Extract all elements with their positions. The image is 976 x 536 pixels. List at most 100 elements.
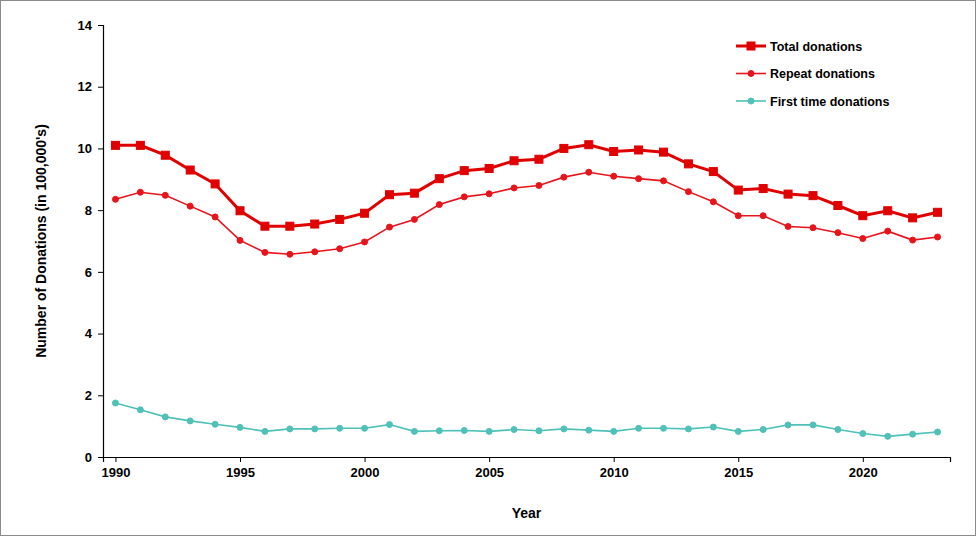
series-marker — [212, 421, 218, 427]
y-tick-label: 2 — [85, 388, 92, 403]
series-marker — [536, 428, 542, 434]
series-marker — [386, 422, 392, 428]
series-marker — [486, 428, 492, 434]
series-marker — [236, 207, 244, 215]
series-marker — [460, 167, 468, 175]
series-marker — [261, 222, 269, 230]
series-marker — [560, 144, 568, 152]
y-tick-label: 14 — [78, 18, 93, 33]
x-tick: 1995 — [226, 457, 255, 480]
series-marker — [734, 186, 742, 194]
y-tick-mark — [98, 87, 103, 88]
series-marker — [885, 228, 891, 234]
x-tick-mark — [365, 457, 366, 462]
y-tick-mark — [98, 148, 103, 149]
legend-marker — [748, 98, 754, 104]
series-marker — [785, 223, 791, 229]
series-marker — [585, 141, 593, 149]
y-tick-label: 10 — [78, 141, 92, 156]
y-tick-mark — [98, 395, 103, 396]
series-marker — [410, 189, 418, 197]
series-marker — [337, 425, 343, 431]
series-marker — [860, 431, 866, 437]
series-marker — [411, 428, 417, 434]
series-marker — [187, 203, 193, 209]
y-tick-label: 4 — [85, 326, 93, 341]
series-marker — [511, 427, 517, 433]
y-tick: 6 — [85, 265, 103, 280]
legend-label: First time donations — [770, 95, 890, 109]
series-marker — [935, 234, 941, 240]
x-tick-mark — [489, 457, 490, 462]
y-tick: 10 — [78, 141, 103, 156]
x-tick-mark — [240, 457, 241, 462]
series-marker — [685, 189, 691, 195]
y-axis-line — [98, 26, 104, 458]
series-marker — [785, 422, 791, 428]
y-tick-mark — [98, 457, 103, 458]
series-marker — [511, 185, 517, 191]
series-marker — [710, 199, 716, 205]
series-marker — [535, 155, 543, 163]
series-marker — [760, 427, 766, 433]
series-marker — [860, 236, 866, 242]
series-marker — [485, 164, 493, 172]
x-tick-label: 2020 — [849, 465, 878, 480]
series-marker — [710, 424, 716, 430]
series-marker — [436, 428, 442, 434]
x-tick-mark — [863, 457, 864, 462]
series-marker — [685, 426, 691, 432]
series-marker — [784, 190, 792, 198]
series-marker — [212, 214, 218, 220]
x-tick-label: 2010 — [600, 465, 629, 480]
series-marker — [237, 424, 243, 430]
series-marker — [136, 141, 144, 149]
x-axis-title: Year — [512, 505, 542, 521]
y-tick: 12 — [78, 79, 103, 94]
x-tick-mark — [614, 457, 615, 462]
series-marker — [859, 212, 867, 220]
series-marker — [461, 194, 467, 200]
x-tick: 2005 — [475, 457, 504, 480]
series-marker — [112, 196, 118, 202]
series-marker — [884, 207, 892, 215]
series-marker — [186, 166, 194, 174]
series-marker — [910, 237, 916, 243]
series-marker — [759, 185, 767, 193]
series-marker — [610, 148, 618, 156]
series-marker — [885, 433, 891, 439]
x-tick: 2015 — [724, 457, 753, 480]
series-marker — [162, 414, 168, 420]
series-marker — [934, 208, 942, 216]
series-marker — [262, 428, 268, 434]
legend-marker — [748, 71, 754, 77]
plot-marks — [111, 141, 941, 440]
y-tick-mark — [98, 334, 103, 335]
series-line — [115, 145, 937, 226]
series-marker — [461, 427, 467, 433]
chart: 199019952000200520102015202002468101214Y… — [0, 0, 976, 536]
series-marker — [287, 426, 293, 432]
series-marker — [709, 168, 717, 176]
legend-label: Repeat donations — [770, 67, 875, 81]
series-marker — [362, 239, 368, 245]
series-marker — [684, 160, 692, 168]
series-marker — [636, 176, 642, 182]
series-marker — [287, 251, 293, 257]
series-marker — [611, 173, 617, 179]
y-tick: 14 — [78, 18, 103, 33]
y-axis-title: Number of Donations (in 100,000's) — [33, 124, 49, 358]
series-marker — [834, 202, 842, 210]
series-marker — [211, 180, 219, 188]
series-marker — [286, 222, 294, 230]
x-tick: 1990 — [101, 457, 130, 480]
series-marker — [536, 182, 542, 188]
series-marker — [561, 174, 567, 180]
series-marker — [336, 215, 344, 223]
x-tick-label: 2005 — [475, 465, 504, 480]
y-tick-mark — [98, 272, 103, 273]
x-axis: 1990199520002005201020152020 — [101, 457, 950, 480]
series-marker — [436, 202, 442, 208]
x-tick-label: 1995 — [226, 465, 255, 480]
x-tick-label: 1990 — [101, 465, 130, 480]
